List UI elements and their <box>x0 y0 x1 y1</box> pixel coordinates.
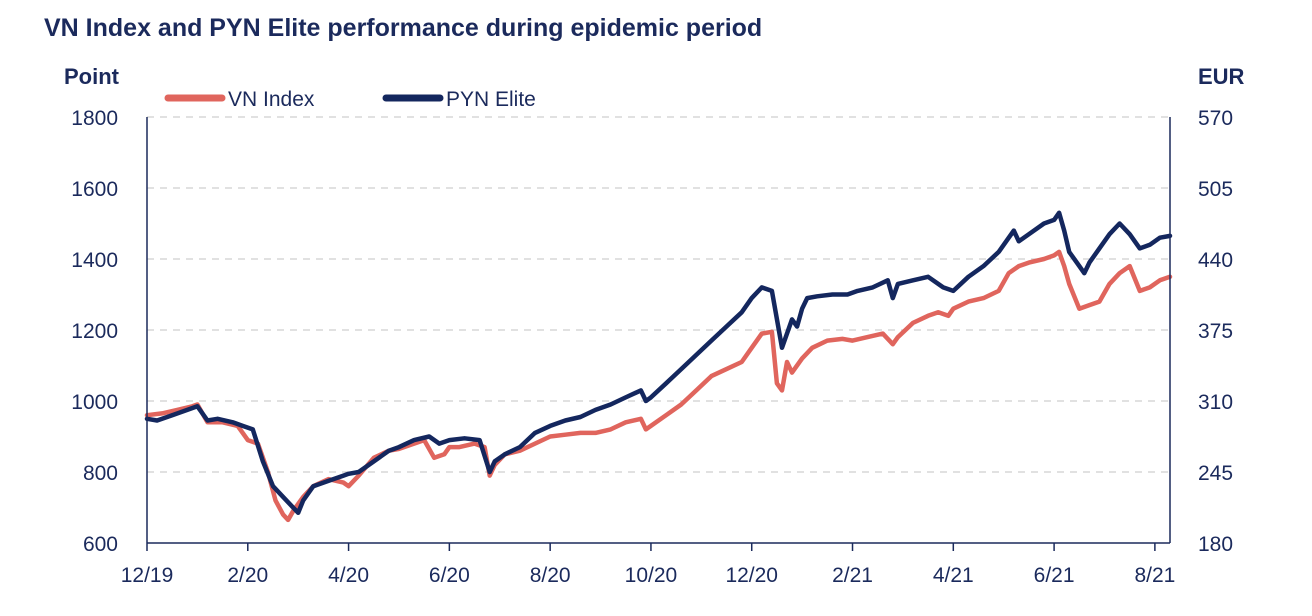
x-tick-label: 8/20 <box>530 564 571 587</box>
x-tick-label: 2/21 <box>832 564 873 587</box>
left-tick-label: 800 <box>83 462 118 485</box>
left-tick-label: 1200 <box>71 320 118 343</box>
right-tick-label: 245 <box>1198 462 1233 485</box>
x-tick-label: 4/21 <box>933 564 974 587</box>
right-tick-label: 505 <box>1198 178 1233 201</box>
x-tick-label: 12/19 <box>121 564 174 587</box>
left-tick-label: 1600 <box>71 178 118 201</box>
right-tick-label: 440 <box>1198 249 1233 272</box>
series-line-vn-index <box>144 249 1173 523</box>
left-tick-label: 1800 <box>71 107 118 130</box>
right-tick-label: 570 <box>1198 107 1233 130</box>
right-tick-label: 310 <box>1198 391 1233 414</box>
left-axis-unit: Point <box>64 64 120 89</box>
right-axis-unit: EUR <box>1198 64 1245 89</box>
chart-title: VN Index and PYN Elite performance durin… <box>44 14 763 42</box>
right-tick-label: 180 <box>1198 533 1233 556</box>
series-line-pyn-elite <box>144 210 1173 516</box>
left-tick-label: 1400 <box>71 249 118 272</box>
x-tick-label: 8/21 <box>1134 564 1175 587</box>
right-tick-label: 375 <box>1198 320 1233 343</box>
legend-label-pyn-elite: PYN Elite <box>446 88 536 111</box>
x-tick-label: 2/20 <box>227 564 268 587</box>
x-tick-label: 12/20 <box>725 564 778 587</box>
x-tick-label: 6/20 <box>429 564 470 587</box>
left-tick-label: 1000 <box>71 391 118 414</box>
legend-label-vn-index: VN Index <box>228 88 315 111</box>
x-tick-label: 6/21 <box>1034 564 1075 587</box>
x-tick-label: 10/20 <box>625 564 678 587</box>
x-tick-label: 4/20 <box>328 564 369 587</box>
left-tick-label: 600 <box>83 533 118 556</box>
